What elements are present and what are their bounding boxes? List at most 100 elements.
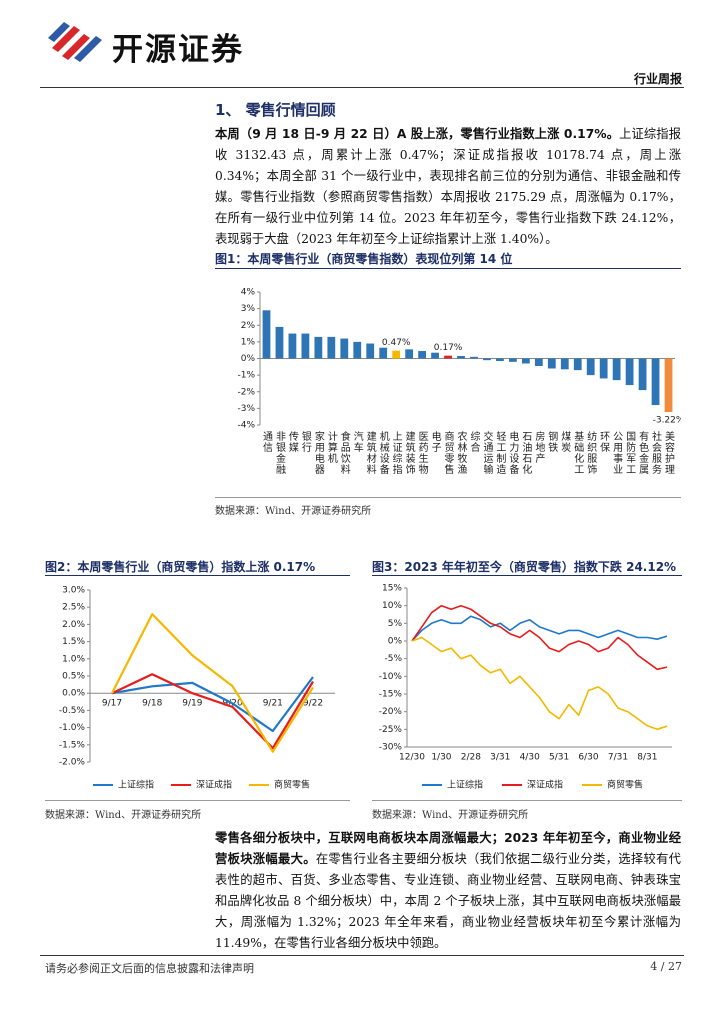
source: 数据来源：Wind、开源证券研究所 bbox=[372, 810, 529, 821]
bar bbox=[560, 358, 569, 370]
x-tick-label: 煤炭 bbox=[559, 430, 571, 453]
series-line bbox=[111, 613, 314, 753]
y-tick-label: 3% bbox=[241, 304, 256, 314]
x-tick-label: 9/22 bbox=[303, 699, 323, 709]
bar bbox=[431, 352, 439, 359]
lead: 本周（9 月 18 日-9 月 22 日）A 股上涨，零售行业指数上涨 0.17… bbox=[215, 127, 620, 141]
x-tick-label: 钢铁 bbox=[546, 430, 558, 453]
y-tick-label: 1% bbox=[241, 337, 256, 347]
y-tick-label: -5% bbox=[384, 654, 402, 664]
y-tick-label: 0.0% bbox=[62, 689, 85, 699]
x-tick-label: 12/30 bbox=[399, 753, 425, 763]
bar bbox=[509, 358, 517, 362]
series-line bbox=[411, 636, 668, 731]
x-tick-label: 国防军工 bbox=[624, 431, 636, 475]
x-tick-label: 轻工制造 bbox=[494, 430, 506, 475]
legend-label: 商贸零售 bbox=[607, 779, 643, 791]
bar bbox=[301, 333, 310, 359]
x-tick-label: 石油石化 bbox=[520, 431, 532, 475]
x-tick-label: 建筑材料 bbox=[364, 430, 376, 475]
header-rule bbox=[40, 87, 684, 88]
bar bbox=[392, 350, 401, 359]
y-tick-label: 1.0% bbox=[62, 654, 85, 664]
x-tick-label: 通信 bbox=[260, 431, 272, 453]
y-tick-label: -1% bbox=[237, 371, 255, 381]
x-tick-label: 公用事业 bbox=[611, 431, 623, 475]
bar bbox=[327, 336, 336, 359]
source: 数据来源：Wind、开源证券研究所 bbox=[45, 810, 202, 821]
y-tick-label: -15% bbox=[379, 690, 403, 700]
y-tick-label: 2.0% bbox=[62, 620, 85, 630]
x-tick-label: 上证综指 bbox=[390, 431, 402, 475]
y-tick-label: -2% bbox=[237, 387, 255, 397]
x-tick-label: 有色金属 bbox=[637, 430, 649, 475]
x-tick-label: 传媒 bbox=[286, 431, 298, 453]
x-tick-label: 1/30 bbox=[431, 753, 451, 763]
y-tick-label: 5% bbox=[388, 619, 403, 629]
series-line bbox=[411, 615, 668, 642]
y-tick-label: -3% bbox=[237, 404, 255, 414]
lead: 零售各细分板块中，互联网电商板块本周涨幅最大；2023 年年初至今，商业物业经营… bbox=[215, 831, 681, 866]
x-tick-label: 2/28 bbox=[461, 753, 481, 763]
bar bbox=[444, 355, 452, 359]
caption: 图3：2023 年年初至今（商贸零售）指数下跌 24.12% bbox=[372, 560, 677, 574]
x-tick-label: 交通运输 bbox=[481, 430, 493, 475]
x-tick-label: 机械设备 bbox=[377, 430, 389, 475]
paragraph: 本周（9 月 18 日-9 月 22 日）A 股上涨，零售行业指数上涨 0.17… bbox=[215, 124, 681, 250]
y-tick-label: -10% bbox=[379, 672, 403, 682]
x-tick-label: 6/30 bbox=[578, 753, 598, 763]
y-tick-label: 3.0% bbox=[62, 586, 85, 596]
bar bbox=[586, 358, 595, 376]
y-tick-label: 0% bbox=[241, 354, 256, 364]
x-tick-label: 综合 bbox=[468, 430, 480, 453]
legend-label: 上证综指 bbox=[118, 779, 154, 791]
x-tick-label: 7/31 bbox=[608, 753, 628, 763]
series-line bbox=[411, 604, 668, 671]
y-tick-label: 0.5% bbox=[62, 672, 85, 682]
bar bbox=[340, 338, 349, 359]
x-tick-label: 环保 bbox=[598, 431, 610, 453]
bar bbox=[366, 343, 375, 359]
y-tick-label: -0.5% bbox=[59, 706, 86, 716]
x-tick-label: 建筑装饰 bbox=[403, 430, 415, 475]
section-title: 1、 零售行情回顾 bbox=[215, 101, 336, 119]
x-tick-label: 房地产 bbox=[533, 430, 545, 464]
bar bbox=[379, 347, 388, 359]
x-tick-label: 食品饮料 bbox=[338, 430, 350, 475]
x-tick-label: 9/21 bbox=[263, 699, 283, 709]
x-tick-label: 美容护理 bbox=[663, 430, 675, 475]
source: 数据来源：Wind、开源证券研究所 bbox=[215, 506, 372, 517]
caption-rule bbox=[215, 268, 681, 269]
x-tick-label: 5/31 bbox=[549, 753, 569, 763]
y-tick-label: -25% bbox=[379, 725, 403, 735]
x-tick-label: 商贸零售 bbox=[442, 430, 454, 475]
brand: 开源证券 bbox=[112, 32, 244, 68]
text: 上证综指报收 3132.43 点，周累计上涨 0.47%；深证成指报收 1017… bbox=[215, 127, 681, 246]
bar bbox=[664, 358, 673, 413]
y-tick-label: -1.5% bbox=[59, 740, 86, 750]
series-line bbox=[111, 673, 314, 750]
y-tick-label: -4% bbox=[237, 421, 255, 431]
y-tick-label: 1.5% bbox=[62, 637, 85, 647]
bar bbox=[288, 333, 297, 359]
bar bbox=[651, 358, 660, 406]
paragraph: 零售各细分板块中，互联网电商板块本周涨幅最大；2023 年年初至今，商业物业经营… bbox=[215, 828, 681, 954]
y-tick-label: 15% bbox=[382, 584, 402, 594]
bar bbox=[457, 356, 465, 359]
bar bbox=[612, 358, 621, 381]
logo bbox=[48, 22, 102, 62]
bar bbox=[625, 358, 634, 386]
bar bbox=[599, 358, 608, 379]
y-tick-label: 2.5% bbox=[62, 603, 85, 613]
chart: -30% -25% -20% -15% -10% -5% 0% 5% 10% 15% 12/30 1/… bbox=[379, 584, 672, 791]
bar bbox=[353, 341, 362, 359]
data-label: 0.47% bbox=[382, 338, 411, 348]
x-tick-label: 基础化工 bbox=[572, 430, 584, 475]
data-label: -3.22% bbox=[653, 416, 681, 426]
bar bbox=[314, 336, 323, 359]
y-tick-label: -30% bbox=[379, 743, 403, 753]
y-tick-label: 0% bbox=[388, 637, 403, 647]
bar bbox=[573, 358, 582, 371]
x-tick-label: 银行 bbox=[299, 430, 311, 453]
